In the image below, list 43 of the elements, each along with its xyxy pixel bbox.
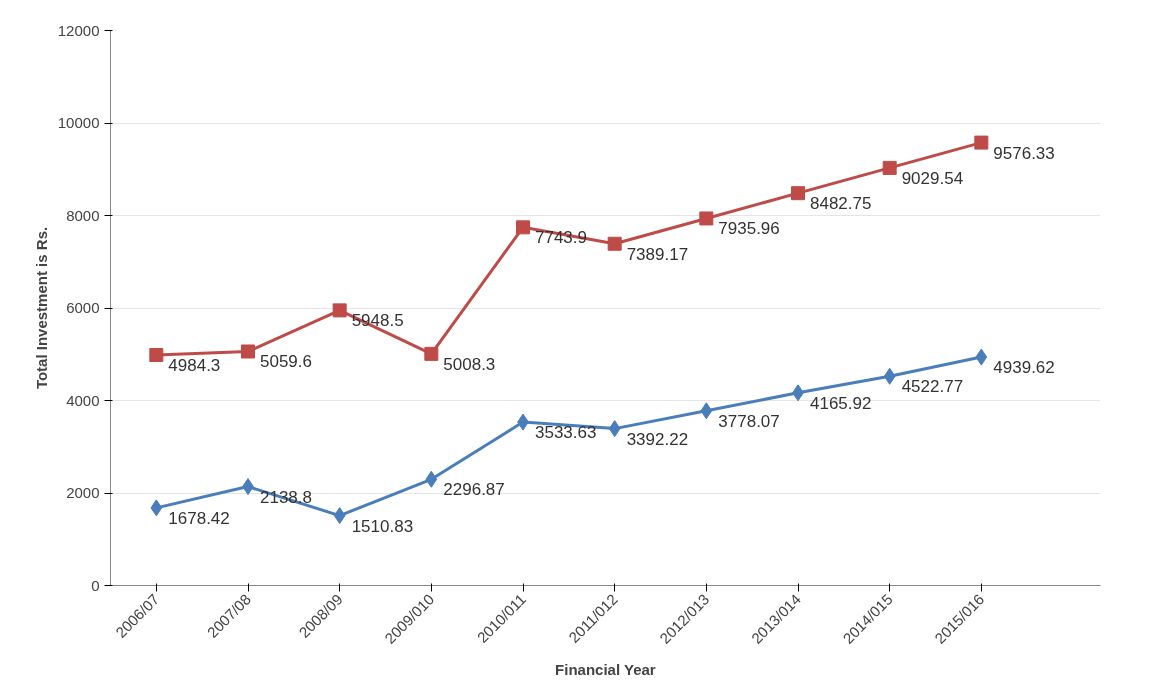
data-label: 1510.83 [351, 516, 414, 536]
y-tick-label: 6000 [66, 299, 100, 316]
data-label: 5008.3 [443, 354, 496, 374]
x-axis-title: Financial Year [555, 660, 656, 678]
data-label: 2296.87 [443, 480, 505, 500]
point [882, 160, 897, 175]
y-tick-label: 2000 [66, 484, 100, 501]
data-label: 3533.63 [535, 423, 597, 443]
point [424, 346, 439, 361]
data-label: 4984.3 [168, 355, 221, 375]
point [608, 420, 621, 438]
point [607, 236, 622, 251]
y-tick-label: 8000 [66, 206, 100, 224]
y-tick-label: 4000 [66, 391, 100, 409]
data-label: 7389.17 [626, 244, 689, 264]
y-tick-label: 10000 [57, 114, 100, 131]
point [149, 347, 164, 362]
data-label: 3392.22 [626, 429, 689, 449]
data-label: 4165.92 [810, 393, 872, 413]
point [150, 499, 163, 517]
data-label: 7935.96 [718, 219, 780, 239]
point [332, 303, 347, 318]
point [425, 470, 438, 488]
data-label: 9029.54 [901, 168, 964, 188]
y-tick-label: 12000 [57, 21, 100, 39]
point [516, 220, 530, 235]
data-label: 4939.62 [993, 358, 1055, 378]
point [333, 507, 346, 525]
y-axis-title: Total Investment is Rs. [32, 226, 50, 390]
data-label: 8482.75 [810, 194, 872, 214]
point [974, 135, 989, 150]
point [700, 402, 713, 420]
data-label: 1678.42 [168, 508, 230, 528]
point [883, 367, 896, 385]
data-label: 5059.6 [260, 352, 312, 372]
y-tick-label: 0 [91, 576, 100, 594]
point [791, 186, 805, 201]
point [975, 348, 988, 366]
data-label: 3778.07 [718, 411, 780, 431]
data-label: 9576.33 [993, 143, 1055, 163]
point [241, 344, 255, 359]
data-label: 4522.77 [901, 377, 964, 397]
point [699, 211, 714, 226]
